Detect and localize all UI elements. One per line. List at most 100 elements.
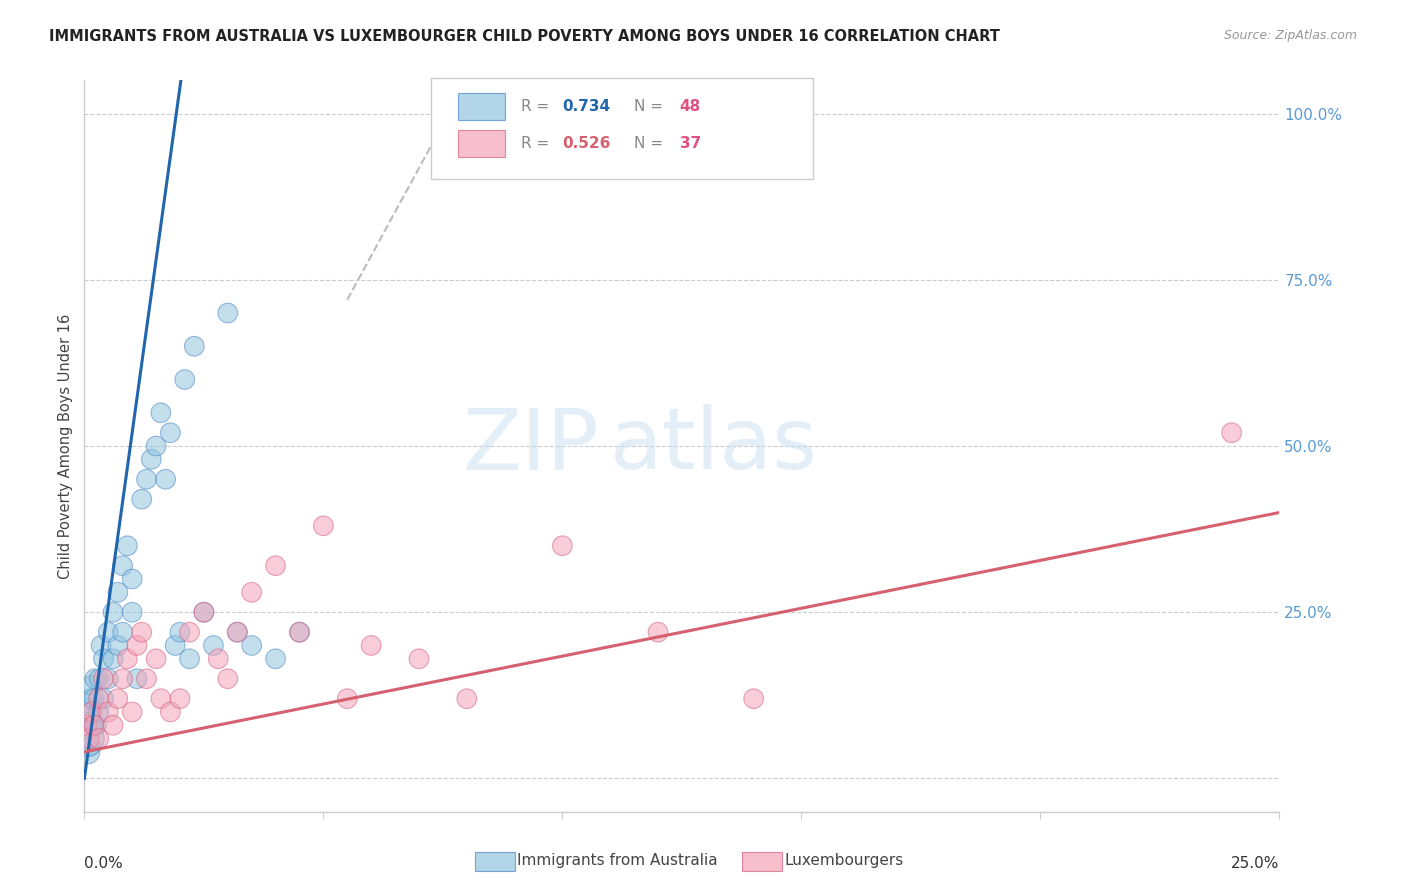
Point xyxy=(240,639,263,653)
Point xyxy=(90,639,112,653)
Point xyxy=(117,539,139,553)
Point xyxy=(264,558,287,573)
Point xyxy=(193,605,215,619)
Point xyxy=(80,678,103,692)
Point xyxy=(179,625,201,640)
Point xyxy=(141,452,163,467)
FancyBboxPatch shape xyxy=(458,93,505,120)
Point xyxy=(75,731,97,746)
Point xyxy=(107,639,129,653)
Text: ZIP: ZIP xyxy=(461,404,599,488)
Text: 48: 48 xyxy=(679,99,700,114)
Point xyxy=(240,585,263,599)
Point xyxy=(312,518,335,533)
Point xyxy=(408,652,430,666)
Point xyxy=(193,605,215,619)
Text: 37: 37 xyxy=(679,136,700,152)
Text: Immigrants from Australia: Immigrants from Australia xyxy=(517,854,718,868)
Point xyxy=(264,652,287,666)
FancyBboxPatch shape xyxy=(458,130,505,157)
Text: R =: R = xyxy=(520,99,554,114)
Point xyxy=(202,639,225,653)
Point xyxy=(226,625,249,640)
Point xyxy=(101,652,124,666)
Point xyxy=(121,705,143,719)
Point xyxy=(97,672,120,686)
Point xyxy=(79,691,101,706)
Text: 0.526: 0.526 xyxy=(562,136,610,152)
Point xyxy=(77,738,100,752)
Point xyxy=(83,718,105,732)
Y-axis label: Child Poverty Among Boys Under 16: Child Poverty Among Boys Under 16 xyxy=(58,313,73,579)
Point xyxy=(83,672,105,686)
Text: N =: N = xyxy=(634,99,668,114)
Point xyxy=(80,705,103,719)
Point xyxy=(111,672,134,686)
Point xyxy=(87,672,110,686)
Point xyxy=(169,625,191,640)
Text: 25.0%: 25.0% xyxy=(1232,855,1279,871)
Point xyxy=(456,691,478,706)
Text: R =: R = xyxy=(520,136,554,152)
Point xyxy=(117,652,139,666)
Point xyxy=(159,425,181,440)
Point xyxy=(207,652,229,666)
Point xyxy=(77,718,100,732)
Point xyxy=(360,639,382,653)
Point xyxy=(149,691,172,706)
Point xyxy=(173,372,195,386)
Point xyxy=(288,625,311,640)
Text: Source: ZipAtlas.com: Source: ZipAtlas.com xyxy=(1223,29,1357,43)
Point xyxy=(87,691,110,706)
Point xyxy=(93,672,115,686)
Point xyxy=(97,705,120,719)
Point xyxy=(217,672,239,686)
Point xyxy=(121,605,143,619)
Point xyxy=(647,625,669,640)
Text: 0.734: 0.734 xyxy=(562,99,610,114)
Point xyxy=(169,691,191,706)
Point xyxy=(101,718,124,732)
Point xyxy=(111,558,134,573)
Point xyxy=(125,639,148,653)
Point xyxy=(76,718,98,732)
Point xyxy=(217,306,239,320)
Point xyxy=(83,718,105,732)
Point xyxy=(76,705,98,719)
Point xyxy=(1220,425,1243,440)
Point xyxy=(288,625,311,640)
Point xyxy=(107,691,129,706)
Text: Luxembourgers: Luxembourgers xyxy=(785,854,904,868)
Point xyxy=(145,439,167,453)
Text: 0.0%: 0.0% xyxy=(84,855,124,871)
Point xyxy=(179,652,201,666)
Point xyxy=(76,745,98,759)
Text: atlas: atlas xyxy=(610,404,818,488)
Point xyxy=(149,406,172,420)
Point xyxy=(87,731,110,746)
Text: N =: N = xyxy=(634,136,668,152)
Point xyxy=(86,718,108,732)
Point xyxy=(101,605,124,619)
Point xyxy=(125,672,148,686)
Point xyxy=(742,691,765,706)
Point xyxy=(155,472,177,486)
Point xyxy=(83,691,105,706)
Point xyxy=(87,705,110,719)
Point xyxy=(93,691,115,706)
Point xyxy=(97,625,120,640)
Point xyxy=(93,652,115,666)
Point xyxy=(183,339,205,353)
Point xyxy=(145,652,167,666)
Point xyxy=(107,585,129,599)
Point xyxy=(159,705,181,719)
Point xyxy=(131,492,153,507)
Point xyxy=(111,625,134,640)
Point xyxy=(131,625,153,640)
Point xyxy=(226,625,249,640)
FancyBboxPatch shape xyxy=(432,78,814,179)
Point xyxy=(135,672,157,686)
Point xyxy=(77,731,100,746)
Point xyxy=(336,691,359,706)
Point xyxy=(80,705,103,719)
